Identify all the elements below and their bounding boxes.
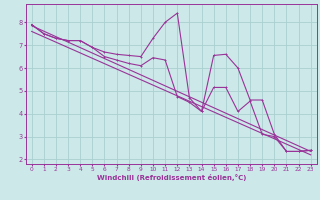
X-axis label: Windchill (Refroidissement éolien,°C): Windchill (Refroidissement éolien,°C) xyxy=(97,174,246,181)
